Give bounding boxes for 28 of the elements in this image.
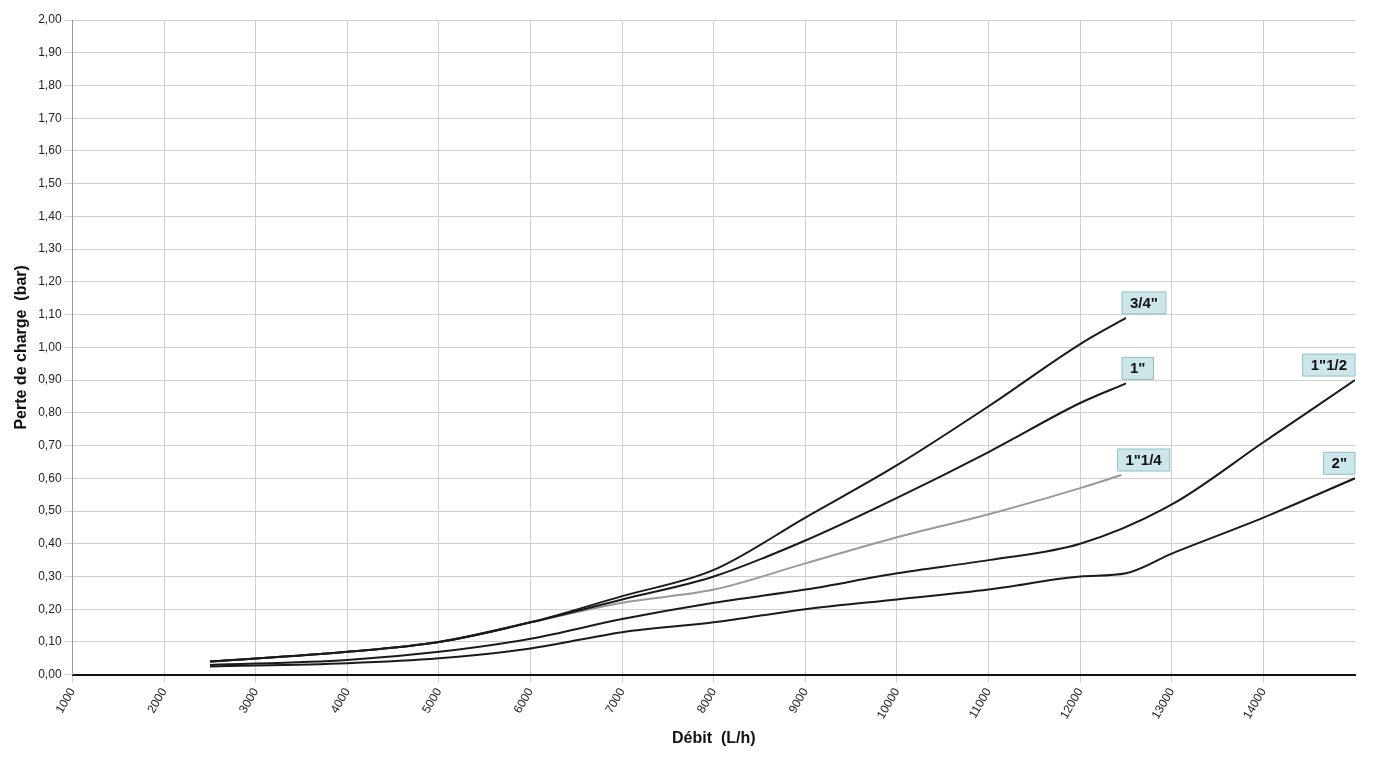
y-tick-label: 1,10 xyxy=(38,306,62,321)
y-tick-label: 1,40 xyxy=(38,208,62,223)
y-axis-title: Perte de charge (bar) xyxy=(12,265,30,430)
y-tick-label: 0,50 xyxy=(38,503,62,518)
y-tick-label: 1,00 xyxy=(38,339,62,354)
y-tick-label: 0,80 xyxy=(38,405,62,420)
y-tick-label: 1,60 xyxy=(38,143,62,158)
series-label: 2" xyxy=(1331,454,1348,472)
series-label: 1"1/4 xyxy=(1125,451,1163,469)
y-tick-label: 0,60 xyxy=(38,470,62,485)
y-tick-label: 0,20 xyxy=(38,601,62,616)
series-label: 3/4" xyxy=(1129,294,1158,312)
y-tick-label: 1,20 xyxy=(38,274,62,289)
series-label: 1" xyxy=(1129,359,1146,377)
y-tick-label: 1,80 xyxy=(38,77,62,92)
y-tick-label: 0,10 xyxy=(38,634,62,649)
series-label: 1"1/2 xyxy=(1310,356,1347,374)
y-tick-label: 1,30 xyxy=(38,241,62,256)
y-tick-label: 0,30 xyxy=(38,568,62,583)
y-tick-label: 0,40 xyxy=(38,536,62,551)
y-tick-label: 2,00 xyxy=(38,12,62,27)
y-tick-label: 0,90 xyxy=(38,372,62,387)
y-tick-label: 0,70 xyxy=(38,437,62,452)
y-tick-label: 1,50 xyxy=(38,175,62,190)
y-tick-label: 1,70 xyxy=(38,110,62,125)
y-tick-label: 1,90 xyxy=(38,45,62,60)
y-tick-label: 0,00 xyxy=(38,667,62,682)
x-axis-title: Débit (L/h) xyxy=(672,728,756,746)
